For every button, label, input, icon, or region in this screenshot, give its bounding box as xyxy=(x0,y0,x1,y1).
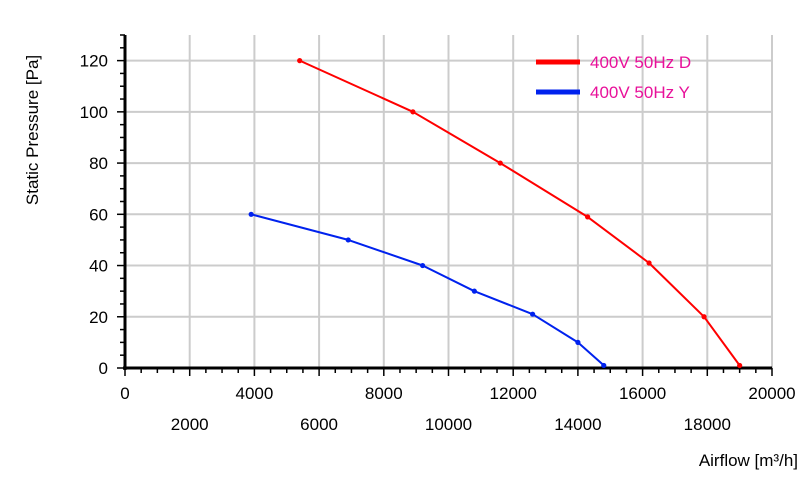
x-tick-label: 6000 xyxy=(300,415,338,434)
data-point xyxy=(575,339,581,345)
data-point xyxy=(497,160,503,166)
x-tick-label: 10000 xyxy=(425,415,472,434)
axes xyxy=(117,34,773,376)
x-tick-label: 16000 xyxy=(619,384,666,403)
data-point xyxy=(410,109,416,115)
x-tick-label: 18000 xyxy=(684,415,731,434)
legend-label: 400V 50Hz D xyxy=(590,53,691,72)
y-tick-label: 120 xyxy=(80,52,108,71)
x-tick-label: 2000 xyxy=(171,415,209,434)
x-tick-label: 4000 xyxy=(235,384,273,403)
data-point xyxy=(646,260,652,266)
y-tick-label: 100 xyxy=(80,103,108,122)
y-axis-title: Static Pressure [Pa] xyxy=(23,55,42,205)
x-axis-title: Airflow [m³/h] xyxy=(699,451,798,470)
legend-label: 400V 50Hz Y xyxy=(590,83,690,102)
data-point xyxy=(248,211,254,217)
y-tick-label: 80 xyxy=(89,154,108,173)
grid xyxy=(125,35,773,368)
legend: 400V 50Hz D 400V 50Hz Y xyxy=(536,53,691,102)
x-tick-label: 8000 xyxy=(365,384,403,403)
series-line-1 xyxy=(299,59,741,366)
data-point xyxy=(471,288,477,294)
data-point xyxy=(345,237,351,243)
series-group xyxy=(248,58,743,369)
data-point xyxy=(585,214,591,220)
data-point xyxy=(530,311,536,317)
y-tick-label: 60 xyxy=(89,205,108,224)
tick-labels: 0 2000 4000 6000 8000 10000 12000 14000 16000 180… xyxy=(80,52,796,434)
y-tick-label: 20 xyxy=(89,308,108,327)
data-point xyxy=(420,262,426,269)
x-tick-label: 0 xyxy=(120,384,129,403)
y-tick-label: 40 xyxy=(89,257,108,276)
x-tick-label: 14000 xyxy=(554,415,601,434)
series-line-2 xyxy=(250,213,605,367)
data-point xyxy=(601,362,607,369)
x-tick-label: 12000 xyxy=(490,384,537,403)
y-tick-label: 0 xyxy=(99,359,108,378)
data-point xyxy=(701,314,707,320)
data-point xyxy=(297,58,303,64)
x-tick-label: 20000 xyxy=(748,384,795,403)
data-point xyxy=(737,362,743,369)
